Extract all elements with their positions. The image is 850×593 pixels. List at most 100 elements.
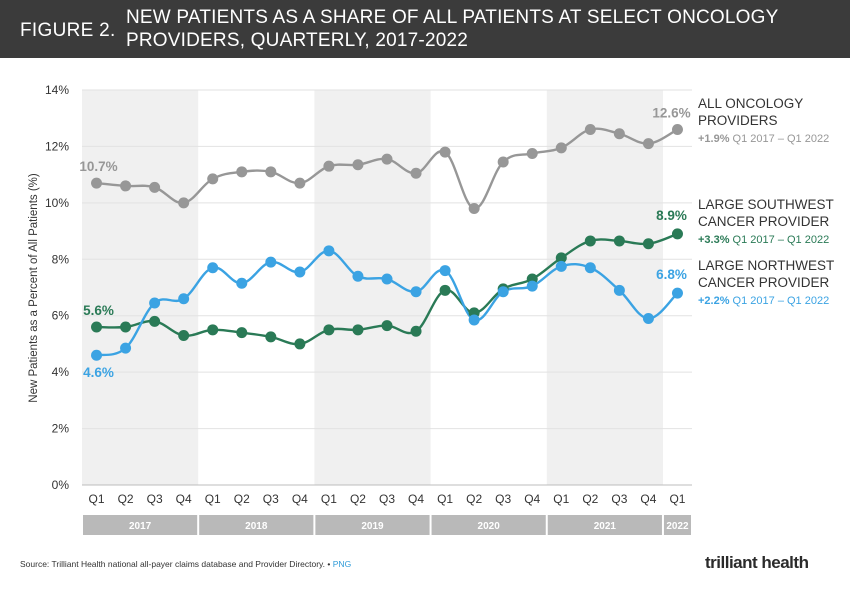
legend-change-period: Q1 2017 – Q1 2022 <box>730 234 830 246</box>
year-label: 2018 <box>245 521 268 532</box>
legend-name-line1: ALL ONCOLOGY <box>698 96 803 111</box>
trilliant-health-logo: trilliant health <box>705 553 809 572</box>
year-label: 2021 <box>594 521 617 532</box>
legend-name-line2: PROVIDERS <box>698 113 778 128</box>
y-tick-label: 10% <box>45 196 69 210</box>
x-tick-label: Q3 <box>611 492 627 506</box>
legend-change: +2.2% Q1 2017 – Q1 2022 <box>698 295 829 307</box>
x-tick-label: Q1 <box>669 492 685 506</box>
year-bar-2022 <box>663 515 691 535</box>
data-point <box>439 146 451 158</box>
png-link[interactable]: PNG <box>332 559 352 569</box>
x-tick-label: Q3 <box>495 492 511 506</box>
source-note: Source: Trilliant Health national all-pa… <box>20 559 351 569</box>
data-point <box>613 235 625 247</box>
source-text: Source: Trilliant Health national all-pa… <box>20 559 331 569</box>
data-point <box>555 142 567 154</box>
start-value-label: 10.7% <box>79 159 117 174</box>
data-point <box>381 153 393 165</box>
year-band-2021 <box>546 90 663 485</box>
y-tick-label: 0% <box>52 478 70 492</box>
x-tick-label: Q1 <box>553 492 569 506</box>
data-point <box>497 286 509 298</box>
x-tick-label: Q4 <box>292 492 308 506</box>
year-bar-2017 <box>83 515 198 535</box>
data-point <box>555 252 567 264</box>
x-axis: Q1 Q2 Q3 Q4 Q1 Q2 Q3 Q4 Q1 Q2 Q3 Q4 Q1 Q2 Q3 Q4 Q1 Q2 Q3 Q4… <box>89 492 686 506</box>
data-point <box>439 284 451 296</box>
x-tick-label: Q2 <box>118 492 134 506</box>
data-point <box>381 320 393 332</box>
start-value-label: 4.6% <box>83 365 114 380</box>
data-labels: 10.7% 12.6% 5.6% 8.9% 4.6% 6.8% <box>79 106 690 381</box>
data-point <box>526 147 538 159</box>
data-point <box>294 338 306 350</box>
data-point <box>323 324 335 336</box>
data-point <box>555 260 567 272</box>
data-point <box>613 284 625 296</box>
year-label: 2022 <box>666 521 689 532</box>
legend-change: +1.9% Q1 2017 – Q1 2022 <box>698 133 829 145</box>
start-value-label: 5.6% <box>83 303 114 318</box>
year-label: 2019 <box>361 521 384 532</box>
x-tick-label: Q3 <box>263 492 279 506</box>
data-point <box>410 286 422 298</box>
data-point <box>236 327 248 339</box>
x-tick-label: Q1 <box>321 492 337 506</box>
data-point <box>671 287 683 299</box>
data-point <box>526 280 538 292</box>
data-point <box>207 324 219 336</box>
year-bar-2021 <box>547 515 662 535</box>
data-point <box>149 297 161 309</box>
end-value-label: 8.9% <box>656 208 687 223</box>
legend-change: +3.3% Q1 2017 – Q1 2022 <box>698 234 829 246</box>
year-bar-2019 <box>315 515 430 535</box>
year-bands <box>82 90 663 485</box>
x-tick-label: Q2 <box>466 492 482 506</box>
data-point <box>178 197 190 209</box>
y-axis: 0% 2% 4% 6% 8% 10% 12% 14% <box>45 83 69 492</box>
data-point <box>671 124 683 135</box>
year-bar-2018 <box>199 515 314 535</box>
data-point <box>91 177 103 189</box>
x-tick-label: Q4 <box>176 492 192 506</box>
data-point <box>584 124 596 135</box>
data-point <box>381 273 393 285</box>
x-tick-label: Q1 <box>437 492 453 506</box>
end-value-label: 6.8% <box>656 267 687 282</box>
data-point <box>207 262 219 274</box>
data-point <box>323 160 335 172</box>
x-tick-label: Q1 <box>205 492 221 506</box>
y-tick-label: 12% <box>45 139 69 153</box>
data-point <box>178 329 190 341</box>
x-tick-label: Q1 <box>89 492 105 506</box>
x-tick-label: Q2 <box>234 492 250 506</box>
data-point <box>642 138 654 150</box>
year-band-2019 <box>314 90 431 485</box>
data-point <box>323 245 335 257</box>
x-tick-label: Q3 <box>379 492 395 506</box>
legend-change-value: +2.2% <box>698 295 730 307</box>
x-tick-label: Q3 <box>147 492 163 506</box>
legend-change-value: +1.9% <box>698 133 730 145</box>
data-point <box>236 166 248 178</box>
data-point <box>671 228 683 240</box>
data-point <box>410 325 422 337</box>
data-point <box>352 324 364 336</box>
data-point <box>584 262 596 274</box>
data-point <box>468 314 480 326</box>
x-tick-label: Q2 <box>582 492 598 506</box>
figure-header: FIGURE 2. NEW PATIENTS AS A SHARE OF ALL… <box>0 0 850 58</box>
data-point <box>584 235 596 247</box>
data-point <box>120 180 132 192</box>
y-tick-label: 14% <box>45 83 69 97</box>
data-point <box>613 128 625 140</box>
data-point <box>236 277 248 289</box>
legend-name-line2: CANCER PROVIDER <box>698 275 830 290</box>
data-point <box>265 331 277 343</box>
data-point <box>642 238 654 250</box>
y-axis-title: New Patients as a Percent of All Patient… <box>28 173 40 403</box>
data-point <box>120 321 132 333</box>
y-tick-label: 8% <box>52 252 70 266</box>
